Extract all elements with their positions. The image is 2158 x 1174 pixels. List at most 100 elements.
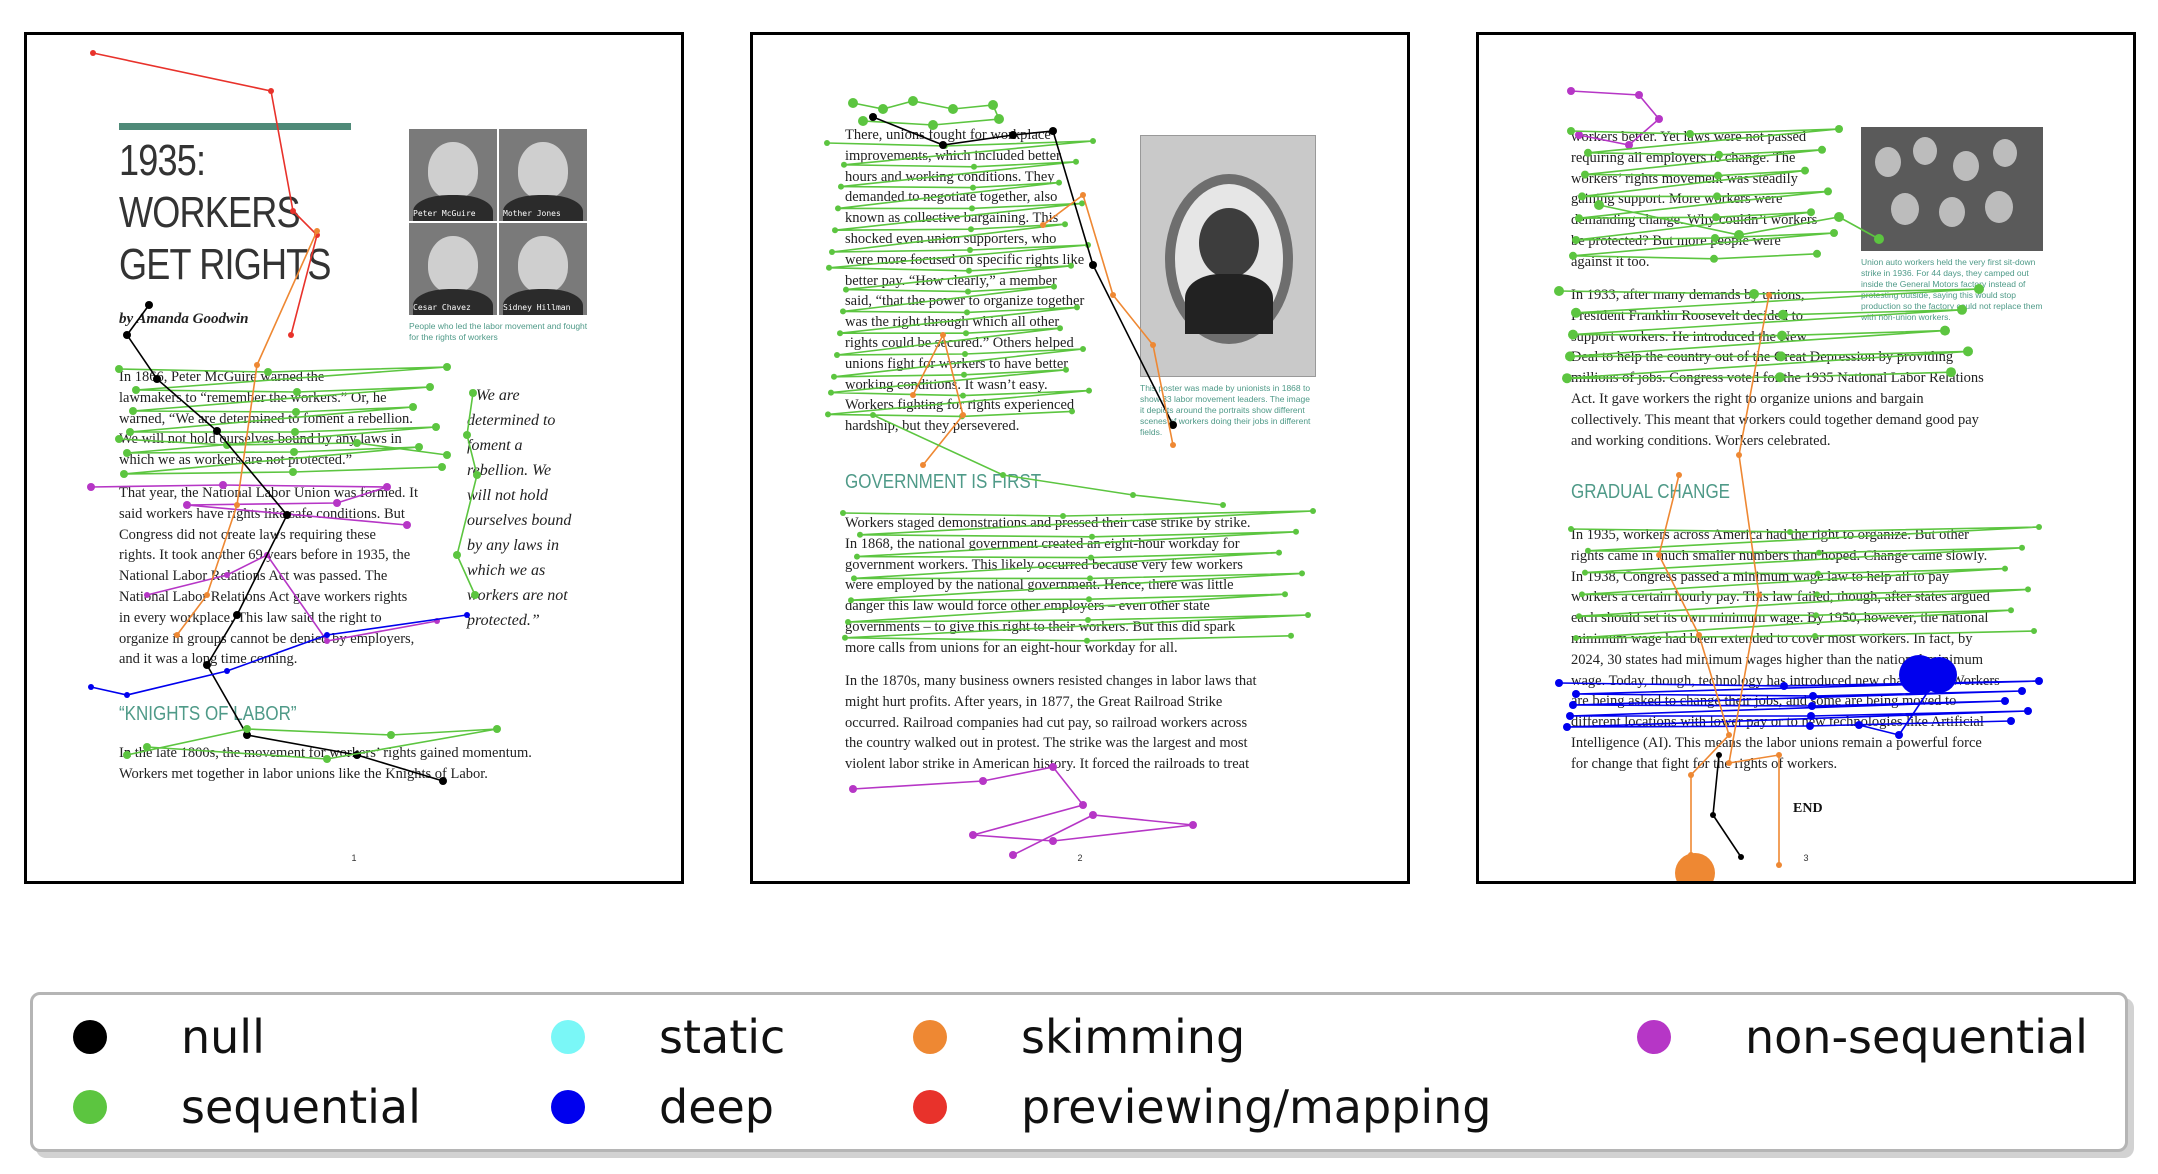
deep-fixation xyxy=(1555,679,1563,687)
deep-fixation xyxy=(1895,731,1903,739)
sequential-fixation xyxy=(1276,549,1282,556)
previewing-path xyxy=(92,52,318,336)
null-fixation xyxy=(1710,812,1716,818)
sequential-fixation xyxy=(1834,212,1844,222)
sequential-fixation xyxy=(834,352,840,358)
pull-quote: “We are determined to foment a rebellion… xyxy=(467,387,572,629)
sequential-fixation xyxy=(1293,528,1299,535)
skimming-fixation xyxy=(1676,472,1682,478)
deep-fixation xyxy=(1566,712,1574,720)
sequential-fixation xyxy=(1957,304,1967,315)
sequential-fixation xyxy=(1813,249,1821,258)
non-sequential-fixation xyxy=(1009,851,1017,859)
sequential-fixation xyxy=(1282,591,1288,598)
portrait-icon xyxy=(428,141,478,199)
sequential-fixation xyxy=(1085,617,1091,623)
non-sequential-path xyxy=(146,553,438,642)
sequential-fixation xyxy=(961,371,967,378)
sequential-fixation xyxy=(1084,637,1090,644)
sequential-fixation xyxy=(443,451,451,459)
page-number: 1 xyxy=(351,853,357,863)
sequential-fixation xyxy=(1812,633,1818,639)
non-sequential-fixation xyxy=(183,501,191,509)
skimming-fixation xyxy=(1776,752,1782,758)
sequential-fixation xyxy=(387,731,395,739)
sequential-path xyxy=(1558,288,1980,380)
sequential-fixation xyxy=(1568,526,1574,532)
title-line: WORKERS xyxy=(119,188,301,237)
sequential-fixation xyxy=(1086,596,1092,603)
sequential-fixation xyxy=(289,468,297,476)
legend-item-skimming: skimming xyxy=(913,1007,1245,1067)
sequential-fixation xyxy=(1567,127,1575,135)
paragraph: In the 1870s, many business owners resis… xyxy=(845,673,1257,773)
deep-fixation xyxy=(2007,717,2015,725)
sequential-fixation xyxy=(438,463,446,471)
sequential-fixation xyxy=(1974,284,1984,294)
sequential-fixation xyxy=(291,428,299,436)
sequential-fixation xyxy=(840,510,846,516)
deep-fixation xyxy=(1569,701,1577,709)
sequential-fixation xyxy=(963,330,969,337)
sequential-fixation xyxy=(432,423,440,431)
legend-item-non-sequential: non-sequential xyxy=(1637,1007,2088,1067)
null-fixation xyxy=(439,777,447,785)
sequential-fixation xyxy=(1562,373,1572,384)
sequential-fixation xyxy=(1787,529,1793,535)
sequential-fixation xyxy=(1220,502,1226,508)
sequential-fixation xyxy=(828,389,834,396)
sequential-fixation xyxy=(1086,387,1092,394)
title-line: GET RIGHTS xyxy=(119,240,331,289)
sequential-fixation xyxy=(453,551,461,559)
sequential-fixation xyxy=(837,330,843,337)
sequential-fixation xyxy=(1581,170,1589,179)
null-fixation xyxy=(243,731,251,739)
sequential-fixation xyxy=(1714,171,1722,180)
legend-label: previewing/mapping xyxy=(1021,1080,1492,1134)
non-sequential-fixation xyxy=(1189,821,1197,829)
sequential-fixation xyxy=(1062,221,1068,228)
skimming-fixation xyxy=(254,362,260,368)
sequential-path xyxy=(1598,204,1880,240)
sequential-fixation xyxy=(2002,565,2008,572)
legend: null sequential static deep skimming pre… xyxy=(30,992,2128,1152)
sequential-fixation xyxy=(1569,251,1577,260)
sequential-fixation xyxy=(323,755,331,763)
sequential-fixation xyxy=(1946,367,1956,378)
photo-caption: People who led the labor movement and fo… xyxy=(409,321,588,342)
sequential-fixation xyxy=(1565,351,1575,362)
skimming-fixation xyxy=(1110,292,1116,298)
null-fixation xyxy=(1049,127,1057,135)
legend-swatch xyxy=(73,1090,107,1124)
sequential-fixation xyxy=(1554,286,1564,296)
skimming-fixation xyxy=(1726,760,1732,766)
sequential-fixation xyxy=(1713,192,1721,201)
sequential-fixation xyxy=(2036,524,2042,530)
skimming-fixation xyxy=(174,632,180,638)
sequential-fixation xyxy=(1963,346,1973,357)
legend-swatch xyxy=(913,1020,947,1054)
non-sequential-fixation xyxy=(403,521,411,529)
sequential-fixation xyxy=(831,373,837,380)
portrait-icon xyxy=(518,235,568,293)
previewing-fixation xyxy=(288,332,294,338)
skimming-fixation xyxy=(920,462,926,468)
sequential-fixation xyxy=(1874,234,1884,244)
skimming-path xyxy=(1042,193,1174,446)
sit-down-strike-photo xyxy=(1861,127,2043,251)
sequential-path xyxy=(1570,128,1840,260)
reading-page-2: There, unions fought for workplace impro… xyxy=(750,32,1410,884)
null-fixation xyxy=(869,113,877,121)
sequential-fixation xyxy=(1074,304,1080,311)
non-sequential-fixation xyxy=(1089,811,1097,819)
skimming-fixation xyxy=(1150,342,1156,348)
skimming-fixation xyxy=(1726,732,1732,738)
legend-label: sequential xyxy=(181,1080,421,1134)
sequential-path xyxy=(126,728,498,760)
previewing-fixation xyxy=(90,50,96,56)
section-heading: GRADUAL CHANGE xyxy=(1571,481,1731,503)
sequential-fixation xyxy=(851,575,857,582)
null-fixation xyxy=(1089,261,1097,269)
sequential-fixation xyxy=(928,120,938,130)
sequential-fixation xyxy=(1710,254,1718,263)
